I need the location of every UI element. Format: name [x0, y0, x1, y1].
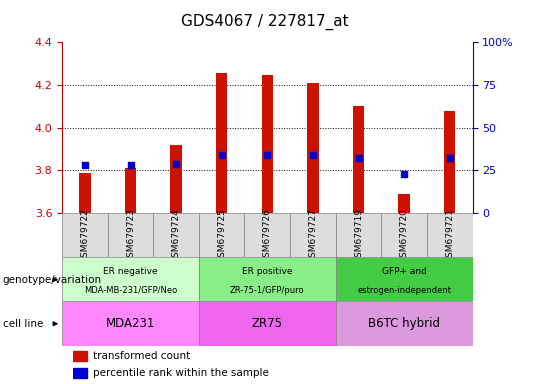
Point: [354, 156, 363, 162]
Bar: [171, 145, 182, 213]
Text: transformed count: transformed count: [93, 351, 190, 361]
Bar: [62, 257, 199, 301]
Point: [400, 171, 408, 177]
Text: GDS4067 / 227817_at: GDS4067 / 227817_at: [181, 13, 348, 30]
Text: GSM679726: GSM679726: [263, 208, 272, 263]
Bar: [199, 213, 245, 257]
Bar: [245, 213, 290, 257]
Point: [446, 156, 454, 162]
Text: B6TC hybrid: B6TC hybrid: [368, 317, 440, 330]
Text: GSM679719: GSM679719: [354, 208, 363, 263]
Text: MDA-MB-231/GFP/Neo: MDA-MB-231/GFP/Neo: [84, 286, 177, 295]
Text: ZR-75-1/GFP/puro: ZR-75-1/GFP/puro: [230, 286, 305, 295]
Text: GSM679723: GSM679723: [126, 208, 135, 263]
Text: cell line: cell line: [3, 319, 43, 329]
Text: estrogen-independent: estrogen-independent: [357, 286, 451, 295]
Bar: [216, 73, 227, 213]
Bar: [444, 111, 455, 213]
Text: GSM679722: GSM679722: [80, 208, 90, 263]
Bar: [261, 75, 273, 213]
Text: GSM679720: GSM679720: [400, 208, 409, 263]
Bar: [399, 194, 410, 213]
Bar: [107, 213, 153, 257]
Text: ZR75: ZR75: [252, 317, 283, 330]
Text: percentile rank within the sample: percentile rank within the sample: [93, 367, 269, 377]
Text: GSM679727: GSM679727: [308, 208, 318, 263]
Bar: [199, 301, 336, 346]
Text: ER negative: ER negative: [103, 267, 158, 276]
Text: genotype/variation: genotype/variation: [3, 275, 102, 285]
Point: [263, 152, 272, 158]
Bar: [125, 168, 136, 213]
Text: MDA231: MDA231: [106, 317, 155, 330]
Point: [308, 152, 317, 158]
Bar: [79, 172, 91, 213]
Bar: [353, 106, 364, 213]
Point: [126, 162, 135, 168]
Bar: [62, 213, 107, 257]
Bar: [73, 351, 87, 361]
Text: GSM679724: GSM679724: [172, 208, 180, 263]
Bar: [336, 257, 472, 301]
Bar: [73, 368, 87, 377]
Point: [172, 161, 180, 167]
Bar: [336, 301, 472, 346]
Text: GSM679725: GSM679725: [217, 208, 226, 263]
Bar: [290, 213, 336, 257]
Bar: [307, 83, 319, 213]
Text: GFP+ and: GFP+ and: [382, 267, 427, 276]
Bar: [153, 213, 199, 257]
Point: [80, 162, 89, 168]
Bar: [199, 257, 336, 301]
Text: ER positive: ER positive: [242, 267, 293, 276]
Bar: [62, 301, 199, 346]
Text: GSM679721: GSM679721: [445, 208, 454, 263]
Point: [218, 152, 226, 158]
Bar: [381, 213, 427, 257]
Bar: [336, 213, 381, 257]
Bar: [427, 213, 472, 257]
